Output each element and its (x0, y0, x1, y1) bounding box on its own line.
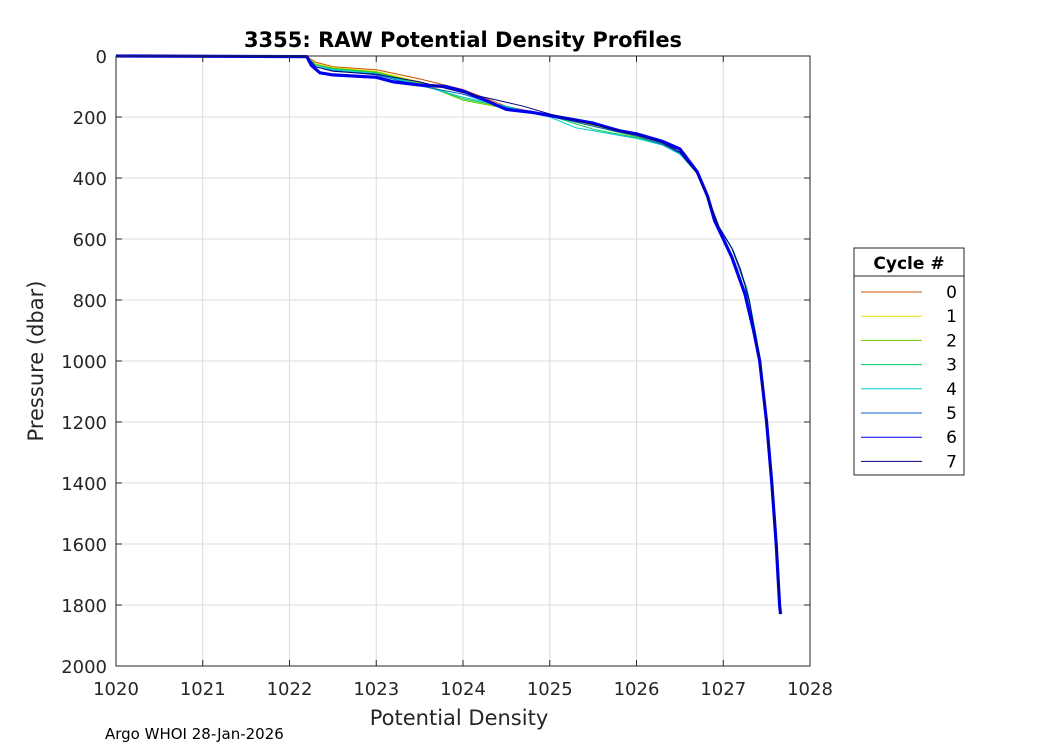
x-tick-label: 1020 (93, 679, 139, 700)
y-tick-label: 1200 (61, 413, 107, 434)
series-line-cycle-7 (115, 55, 781, 613)
footer-credit: Argo WHOI 28-Jan-2026 (105, 725, 284, 743)
x-tick-label: 1024 (440, 679, 486, 700)
x-tick-label: 1023 (353, 679, 399, 700)
y-tick-label: 800 (73, 291, 107, 312)
y-tick-label: 1400 (61, 474, 107, 495)
legend-label-cycle-2: 2 (946, 331, 957, 351)
y-tick-label: 1000 (61, 352, 107, 373)
legend-title: Cycle # (873, 254, 944, 274)
legend-label-cycle-0: 0 (946, 283, 957, 303)
series-line-cycle-2 (115, 55, 781, 613)
x-tick-label: 1022 (267, 679, 313, 700)
y-tick-label: 200 (73, 108, 107, 129)
x-tick-label: 1025 (527, 679, 573, 700)
y-tick-label: 600 (73, 230, 107, 251)
legend-label-cycle-6: 6 (946, 428, 957, 448)
series-line-cycle-4 (115, 55, 781, 613)
legend-label-cycle-3: 3 (946, 356, 957, 376)
series-line-cycle-6 (115, 54, 783, 615)
y-axis-label: Pressure (dbar) (24, 281, 48, 442)
x-tick-label: 1028 (787, 679, 833, 700)
x-tick-label: 1021 (180, 679, 226, 700)
legend: Cycle # 0 1 2 3 4 5 6 7 (853, 247, 965, 476)
chart-title: 3355: RAW Potential Density Profiles (244, 28, 682, 52)
y-tick-label: 2000 (61, 657, 107, 678)
tick-layer: 1020 1021 1022 1023 1024 1025 1026 1027 1028 0 200… (61, 47, 833, 700)
x-tick-label: 1026 (614, 679, 660, 700)
series-layer (115, 54, 783, 615)
series-line-cycle-0 (115, 55, 781, 613)
grid-layer (115, 55, 811, 667)
x-axis-label: Potential Density (370, 706, 549, 730)
legend-entries: 0 1 2 3 4 5 6 7 (861, 283, 957, 472)
legend-label-cycle-5: 5 (946, 404, 957, 424)
y-tick-label: 1600 (61, 535, 107, 556)
series-line-cycle-1 (115, 55, 781, 613)
legend-label-cycle-1: 1 (946, 307, 957, 327)
series-line-cycle-3 (115, 55, 781, 613)
y-tick-label: 0 (96, 47, 107, 68)
legend-label-cycle-4: 4 (946, 380, 957, 400)
series-line-cycle-5 (115, 55, 781, 613)
legend-label-cycle-7: 7 (946, 452, 957, 472)
x-tick-label: 1027 (700, 679, 746, 700)
y-tick-label: 400 (73, 169, 107, 190)
y-tick-label: 1800 (61, 596, 107, 617)
